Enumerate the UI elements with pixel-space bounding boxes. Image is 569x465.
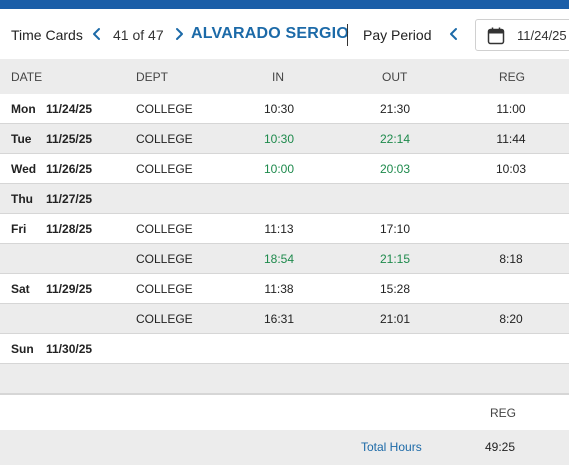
row-day: Mon [11, 102, 36, 116]
page-title: Time Cards [11, 27, 83, 43]
row-day: Sun [11, 342, 34, 356]
row-dept: COLLEGE [136, 222, 193, 236]
row-day: Fri [11, 222, 27, 236]
row-out-time: 15:28 [380, 282, 411, 296]
table-row[interactable]: Tue 11/25/25 COLLEGE 10:30 22:14 11:44 [0, 124, 569, 154]
row-reg-hours: 10:03 [496, 162, 527, 176]
row-date: 11/30/25 [46, 342, 93, 356]
row-in-time: 18:54 [264, 252, 295, 266]
row-out-time: 22:14 [380, 132, 411, 146]
row-date: 11/28/25 [46, 222, 93, 236]
column-header-reg: REG [499, 70, 526, 84]
row-dept: COLLEGE [136, 132, 193, 146]
row-out-time: 17:10 [380, 222, 411, 236]
row-date: 11/26/25 [46, 162, 93, 176]
table-row[interactable]: Thu 11/27/25 [0, 184, 569, 214]
table-row[interactable] [0, 364, 569, 394]
total-reg-hours: 49:25 [485, 440, 516, 454]
row-day: Sat [11, 282, 30, 296]
timecard-header: Time Cards 41 of 47 ALVARADO SERGIO Pay … [0, 9, 569, 59]
table-row[interactable]: Wed 11/26/25 COLLEGE 10:00 20:03 10:03 [0, 154, 569, 184]
row-day: Tue [11, 132, 32, 146]
table-row[interactable]: Sat 11/29/25 COLLEGE 11:38 15:28 [0, 274, 569, 304]
record-position: 41 of 47 [113, 27, 164, 43]
calendar-icon[interactable] [486, 26, 506, 46]
row-dept: COLLEGE [136, 282, 193, 296]
column-header-in: IN [272, 70, 284, 84]
header-divider [347, 24, 348, 46]
row-dept: COLLEGE [136, 312, 193, 326]
row-day: Wed [11, 162, 37, 176]
row-in-time: 11:38 [264, 282, 294, 296]
row-date: 11/24/25 [46, 102, 93, 116]
row-in-time: 16:31 [264, 312, 295, 326]
table-row[interactable]: COLLEGE 16:31 21:01 8:20 [0, 304, 569, 334]
employee-name[interactable]: ALVARADO SERGIO [191, 25, 349, 42]
column-header-date: DATE [11, 70, 43, 84]
pay-period-date-picker[interactable]: 11/24/25 [475, 19, 569, 51]
table-row[interactable]: Mon 11/24/25 COLLEGE 10:30 21:30 11:00 [0, 94, 569, 124]
row-dept: COLLEGE [136, 102, 193, 116]
row-reg-hours: 11:44 [496, 132, 526, 146]
summary-header: REG [0, 394, 569, 430]
row-out-time: 21:01 [380, 312, 411, 326]
row-in-time: 10:00 [264, 162, 295, 176]
column-header-out: OUT [382, 70, 408, 84]
summary-row: Total Hours 49:25 [0, 430, 569, 465]
row-out-time: 20:03 [380, 162, 411, 176]
row-reg-hours: 11:00 [496, 102, 526, 116]
chevron-left-icon[interactable] [447, 26, 461, 42]
column-header-dept: DEPT [136, 70, 169, 84]
row-in-time: 10:30 [264, 132, 295, 146]
row-out-time: 21:30 [380, 102, 411, 116]
row-out-time: 21:15 [380, 252, 411, 266]
row-in-time: 11:13 [264, 222, 294, 236]
row-reg-hours: 8:20 [499, 312, 523, 326]
chevron-left-icon[interactable] [90, 26, 104, 42]
row-date: 11/25/25 [46, 132, 93, 146]
summary-reg-header: REG [490, 406, 517, 420]
top-accent-bar [0, 0, 569, 9]
row-date: 11/27/25 [46, 192, 93, 206]
row-reg-hours: 8:18 [499, 252, 523, 266]
table-row[interactable]: COLLEGE 18:54 21:15 8:18 [0, 244, 569, 274]
table-header: DATE DEPT IN OUT REG [0, 59, 569, 94]
timecard-table-body: Mon 11/24/25 COLLEGE 10:30 21:30 11:00 Tue 11/2… [0, 94, 569, 394]
row-day: Thu [11, 192, 33, 206]
pay-period-label: Pay Period [363, 27, 432, 43]
row-dept: COLLEGE [136, 162, 193, 176]
period-start-date: 11/24/25 [517, 28, 567, 43]
row-date: 11/29/25 [46, 282, 93, 296]
total-hours-label: Total Hours [361, 440, 422, 454]
table-row[interactable]: Fri 11/28/25 COLLEGE 11:13 17:10 [0, 214, 569, 244]
table-row[interactable]: Sun 11/30/25 [0, 334, 569, 364]
row-dept: COLLEGE [136, 252, 193, 266]
row-in-time: 10:30 [264, 102, 295, 116]
chevron-right-icon[interactable] [172, 26, 186, 42]
